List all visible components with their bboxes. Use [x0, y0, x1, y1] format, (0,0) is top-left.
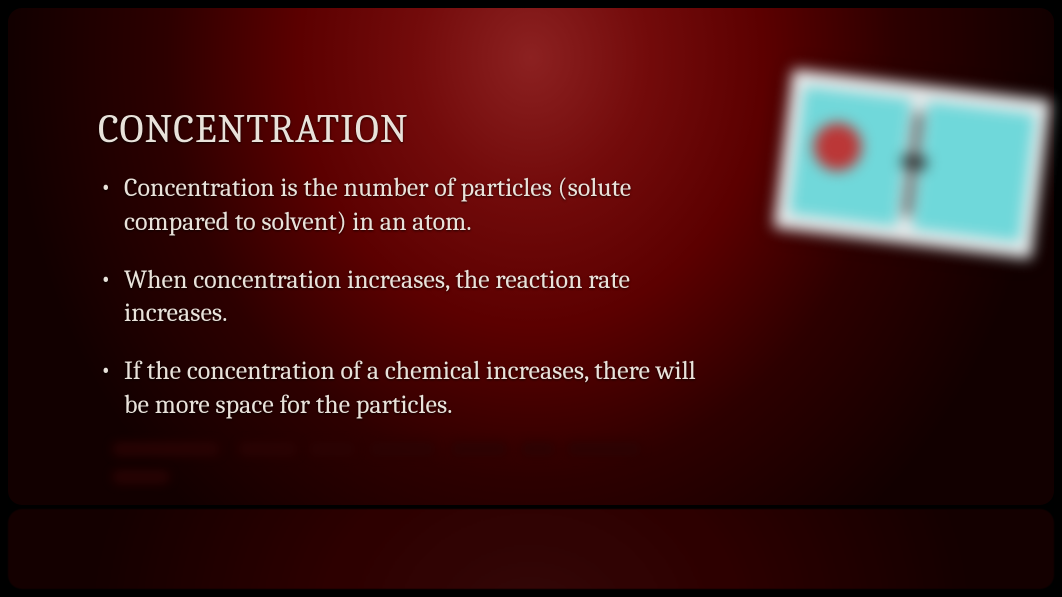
blur-smudge: [112, 470, 170, 484]
bullet-item: If the concentration of a chemical incre…: [100, 355, 720, 423]
bullet-list: Concentration is the number of particles…: [100, 172, 720, 447]
bullet-item: Concentration is the number of particles…: [100, 172, 720, 240]
slide-card-reflection: [8, 509, 1054, 589]
blurred-preview-text: [100, 442, 660, 498]
diagram-thumbnail: [773, 69, 1051, 259]
thumb-panel-right: [912, 101, 1035, 241]
slide-title: CONCENTRATION: [98, 106, 409, 152]
bullet-item: When concentration increases, the reacti…: [100, 264, 720, 332]
slide-stage: CONCENTRATION Concentration is the numbe…: [0, 0, 1062, 597]
slide-card: CONCENTRATION Concentration is the numbe…: [8, 8, 1054, 505]
